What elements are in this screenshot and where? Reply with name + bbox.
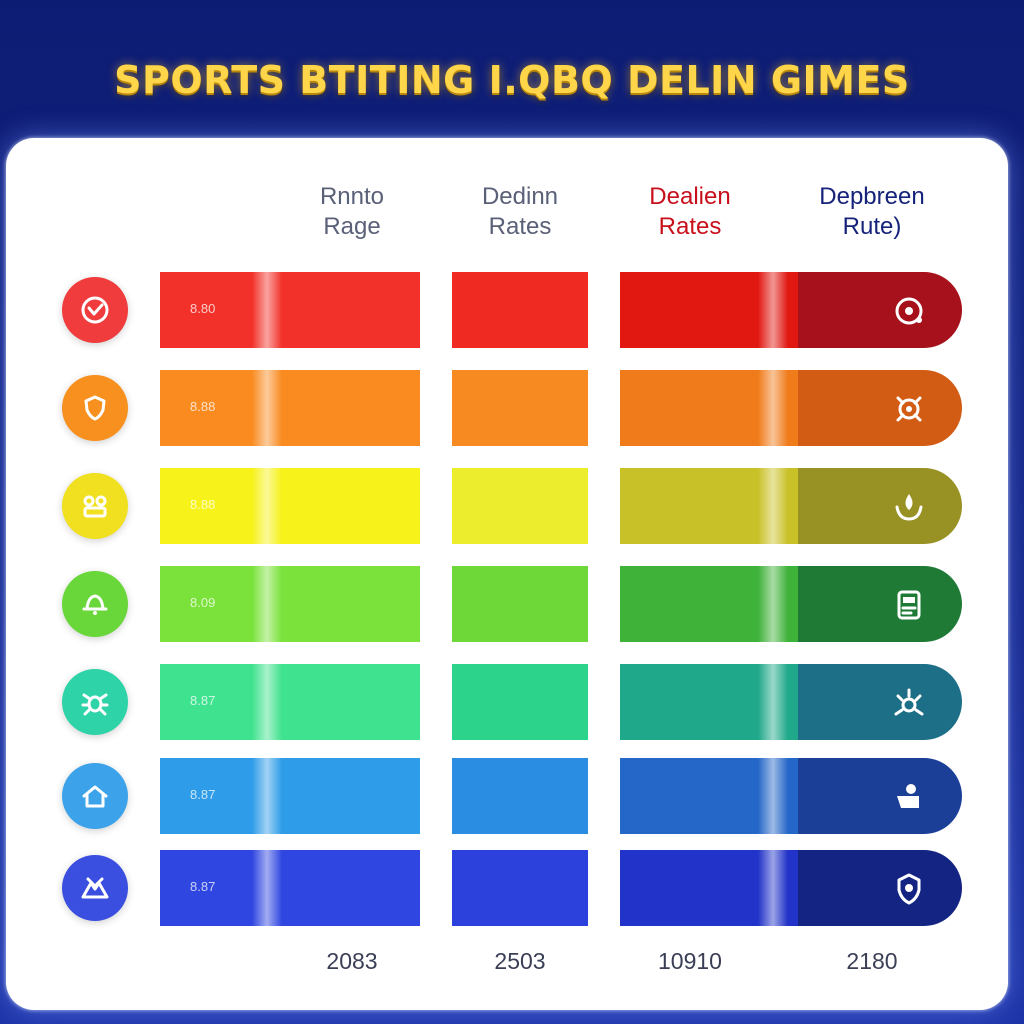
row-value: 8.87 (190, 693, 216, 708)
rate-bar-row5-col4 (798, 664, 962, 740)
rate-bar-row1-col3 (620, 272, 798, 348)
rate-bar-row6-col1: 8.87 (160, 758, 420, 834)
rate-bar-row3-col2 (452, 468, 588, 544)
rate-bar-row3-col1: 8.88 (160, 468, 420, 544)
rate-bar-row6-col2 (452, 758, 588, 834)
bar-sheen (758, 850, 788, 926)
bar-sheen (758, 468, 788, 544)
rate-bar-row6-col3 (620, 758, 798, 834)
column-header-3: Dealien Rates (649, 183, 731, 240)
page-title: SPORTS BTITING I.QBQ DELIN GIMES (114, 58, 910, 102)
group-icon (62, 473, 128, 539)
rate-bar-row7-col1: 8.87 (160, 850, 420, 926)
column-header-2: Dedinn Rates (481, 183, 559, 240)
rate-bar-row5-col1: 8.87 (160, 664, 420, 740)
column-header-4: Depbreen Rute) (819, 183, 925, 240)
column-total-3: 10910 (658, 948, 722, 974)
rate-bar-row2-col4 (798, 370, 962, 446)
bar-sheen (252, 370, 282, 446)
heart-check-icon (62, 277, 128, 343)
rate-bar-row7-col2 (452, 850, 588, 926)
rate-bar-row5-col2 (452, 664, 588, 740)
rate-bar-row1-col1: 8.80 (160, 272, 420, 348)
rate-bar-row6-col4 (798, 758, 962, 834)
rate-bar-row3-col3 (620, 468, 798, 544)
rate-bar-row4-col1: 8.09 (160, 566, 420, 642)
ball-icon (890, 292, 928, 330)
bar-sheen (252, 664, 282, 740)
rate-bar-row7-col4 (798, 850, 962, 926)
bell-icon (62, 571, 128, 637)
bar-sheen (252, 272, 282, 348)
shield-icon (62, 375, 128, 441)
column-total-4: 2180 (846, 948, 898, 974)
row-value: 8.87 (190, 879, 216, 894)
rate-bar-row2-col2 (452, 370, 588, 446)
bar-sheen (252, 468, 282, 544)
bar-sheen (758, 566, 788, 642)
card-icon (890, 586, 928, 624)
bug-icon (62, 669, 128, 735)
mountain-icon (62, 855, 128, 921)
badge-icon (890, 870, 928, 908)
house-icon (62, 763, 128, 829)
bar-sheen (252, 758, 282, 834)
row-value: 8.09 (190, 595, 216, 610)
rate-bar-row4-col3 (620, 566, 798, 642)
row-value: 8.80 (190, 301, 216, 316)
rate-bar-row1-col4 (798, 272, 962, 348)
rate-bar-row2-col1: 8.88 (160, 370, 420, 446)
rate-bar-row2-col3 (620, 370, 798, 446)
rate-bar-row1-col2 (452, 272, 588, 348)
column-total-2: 2503 (494, 948, 546, 974)
bar-sheen (252, 566, 282, 642)
target-icon (890, 390, 928, 428)
rate-bar-row4-col4 (798, 566, 962, 642)
drop-icon (890, 488, 928, 526)
rate-bar-row3-col4 (798, 468, 962, 544)
bar-sheen (758, 758, 788, 834)
row-value: 8.87 (190, 787, 216, 802)
bar-sheen (252, 850, 282, 926)
row-value: 8.88 (190, 497, 216, 512)
rate-bar-row5-col3 (620, 664, 798, 740)
bar-sheen (758, 370, 788, 446)
rate-bar-row7-col3 (620, 850, 798, 926)
spark-icon (890, 684, 928, 722)
bar-sheen (758, 664, 788, 740)
column-total-1: 2083 (326, 948, 378, 974)
column-header-1: Rnnto Rage (319, 183, 385, 240)
person-icon (890, 778, 928, 816)
row-value: 8.88 (190, 399, 216, 414)
bar-sheen (758, 272, 788, 348)
rate-bar-row4-col2 (452, 566, 588, 642)
